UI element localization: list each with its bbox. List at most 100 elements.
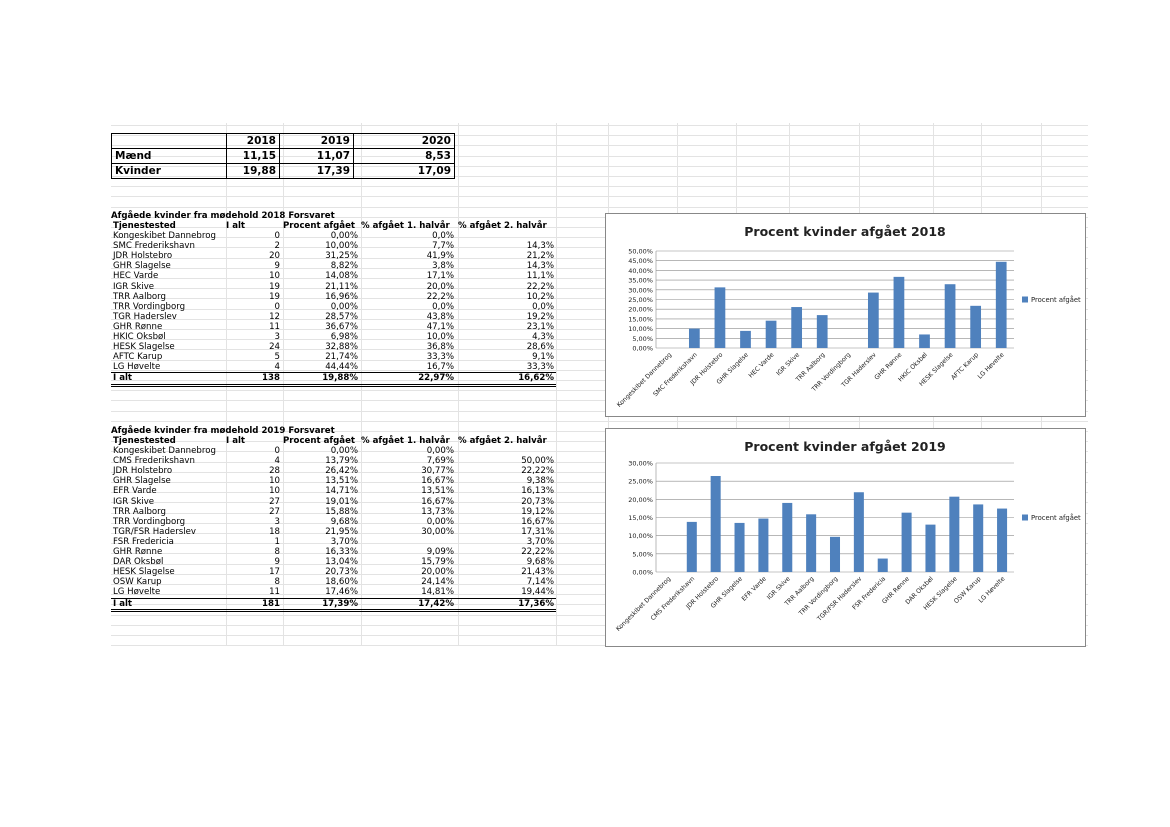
table-cell[interactable]: 33,3%	[426, 352, 454, 363]
table-cell[interactable]: 15,88%	[325, 506, 358, 517]
table-cell[interactable]: HESK Slagelse	[113, 567, 175, 578]
table-cell[interactable]: 11,1%	[526, 271, 554, 282]
table-cell[interactable]: 0	[274, 231, 280, 242]
table-cell[interactable]: 0	[274, 446, 280, 457]
table-cell[interactable]: 18,60%	[325, 577, 358, 588]
table-cell[interactable]: 0	[274, 301, 280, 312]
table-cell[interactable]: 11	[269, 321, 280, 332]
table-cell[interactable]: 3,70%	[330, 536, 358, 547]
chart-2018[interactable]: Procent kvinder afgået 2018 0,00% 5,00% 10,…	[605, 213, 1086, 417]
table-cell[interactable]: 26,42%	[325, 466, 358, 477]
table-cell[interactable]: 47,1%	[426, 321, 454, 332]
table-cell[interactable]: 4	[274, 456, 280, 467]
summary-year[interactable]: 2019	[279, 133, 354, 149]
table-cell[interactable]: 2	[274, 241, 280, 252]
total-cell[interactable]: 17,39%	[322, 598, 358, 609]
table-cell[interactable]: 21,74%	[325, 352, 358, 363]
table-cell[interactable]: 10	[269, 476, 280, 487]
table-cell[interactable]: 31,25%	[325, 251, 358, 262]
summary-value[interactable]: 19,88	[226, 163, 280, 179]
table-cell[interactable]: CMS Frederikshavn	[113, 456, 195, 467]
table-cell[interactable]: 4,3%	[532, 332, 554, 343]
table-cell[interactable]: IGR Skive	[113, 281, 155, 292]
table-cell[interactable]: 0,0%	[532, 301, 554, 312]
table-cell[interactable]: GHR Slagelse	[113, 476, 171, 487]
table-cell[interactable]: EFR Varde	[113, 486, 157, 497]
table-cell[interactable]: 36,67%	[325, 321, 358, 332]
table-cell[interactable]: TRR Vordingborg	[113, 301, 186, 312]
table-cell[interactable]: LG Høvelte	[113, 587, 161, 598]
table-cell[interactable]: 22,22%	[521, 466, 554, 477]
table-cell[interactable]: 20	[269, 251, 280, 262]
total-cell[interactable]: 22,97%	[418, 373, 454, 384]
table-cell[interactable]: 30,00%	[421, 526, 454, 537]
table-cell[interactable]: 43,8%	[426, 311, 454, 322]
table-cell[interactable]: 8	[274, 577, 280, 588]
table-cell[interactable]: 3,70%	[526, 536, 554, 547]
table-cell[interactable]: 22,2%	[526, 281, 554, 292]
table-cell[interactable]: 16,7%	[426, 362, 454, 373]
table-cell[interactable]: 20,00%	[421, 567, 454, 578]
table-cell[interactable]: 13,51%	[325, 476, 358, 487]
table-cell[interactable]: 14,3%	[526, 241, 554, 252]
table-cell[interactable]: GHR Slagelse	[113, 261, 171, 272]
summary-value[interactable]: 8,53	[353, 148, 455, 164]
table-cell[interactable]: 27	[269, 506, 280, 517]
table-cell[interactable]: 0,00%	[426, 446, 454, 457]
table-cell[interactable]: FSR Fredericia	[113, 536, 174, 547]
total-cell[interactable]: 138	[262, 373, 280, 384]
table-cell[interactable]: 20,73%	[325, 567, 358, 578]
table-cell[interactable]: 19	[269, 291, 280, 302]
table-cell[interactable]: 13,04%	[325, 557, 358, 568]
table-cell[interactable]: GHR Rønne	[113, 547, 163, 558]
column-header[interactable]: % afgået 2. halvår	[458, 221, 547, 231]
table-cell[interactable]: 24,14%	[421, 577, 454, 588]
summary-year[interactable]: 2018	[226, 133, 280, 149]
summary-value[interactable]: 17,39	[279, 163, 354, 179]
table-cell[interactable]: 16,67%	[521, 516, 554, 527]
table-cell[interactable]: 7,7%	[432, 241, 454, 252]
table-cell[interactable]: TRR Aalborg	[113, 291, 167, 302]
table-cell[interactable]: 3	[274, 332, 280, 343]
table-cell[interactable]: 12	[269, 311, 280, 322]
table-cell[interactable]: 9	[274, 557, 280, 568]
table-cell[interactable]: GHR Rønne	[113, 321, 163, 332]
column-header[interactable]: I alt	[226, 436, 246, 446]
table-cell[interactable]: JDR Holstebro	[113, 466, 173, 477]
table-cell[interactable]: 0,00%	[426, 516, 454, 527]
column-header[interactable]: % afgået 1. halvår	[361, 221, 450, 231]
table-cell[interactable]: 8,82%	[330, 261, 358, 272]
table-cell[interactable]: 6,98%	[330, 332, 358, 343]
table-cell[interactable]: 19,01%	[325, 496, 358, 507]
table-cell[interactable]: 20,0%	[426, 281, 454, 292]
table-cell[interactable]: HEC Varde	[113, 271, 159, 282]
table-cell[interactable]: 14,71%	[325, 486, 358, 497]
table-cell[interactable]: 9,1%	[532, 352, 554, 363]
table-cell[interactable]: 21,2%	[526, 251, 554, 262]
table-cell[interactable]: 0,00%	[330, 301, 358, 312]
table-cell[interactable]: 16,67%	[421, 496, 454, 507]
table-cell[interactable]: 19,2%	[526, 311, 554, 322]
table-cell[interactable]: 28	[269, 466, 280, 477]
table-cell[interactable]: 16,96%	[325, 291, 358, 302]
table-cell[interactable]: 33,3%	[526, 362, 554, 373]
table-cell[interactable]: Kongeskibet Dannebrog	[113, 231, 216, 242]
table-cell[interactable]: 16,67%	[421, 476, 454, 487]
table-cell[interactable]: 13,79%	[325, 456, 358, 467]
table-cell[interactable]: 1	[274, 536, 280, 547]
table-cell[interactable]: 22,22%	[521, 547, 554, 558]
table-cell[interactable]: 32,88%	[325, 342, 358, 353]
table-cell[interactable]: 9,38%	[526, 476, 554, 487]
table-cell[interactable]: 10	[269, 271, 280, 282]
table-cell[interactable]: 0,00%	[330, 446, 358, 457]
chart-2019[interactable]: Procent kvinder afgået 2019 0,00% 5,00% 10,…	[605, 428, 1086, 647]
table-cell[interactable]: 10,2%	[526, 291, 554, 302]
table-cell[interactable]: 36,8%	[426, 342, 454, 353]
table-title[interactable]: Afgåede kvinder fra mødehold 2019 Forsva…	[111, 426, 335, 436]
total-cell[interactable]: I alt	[113, 373, 133, 384]
table-cell[interactable]: 9	[274, 261, 280, 272]
table-cell[interactable]: 17,1%	[426, 271, 454, 282]
table-cell[interactable]: 21,43%	[521, 567, 554, 578]
table-cell[interactable]: 20,73%	[521, 496, 554, 507]
table-cell[interactable]: 0,0%	[432, 301, 454, 312]
